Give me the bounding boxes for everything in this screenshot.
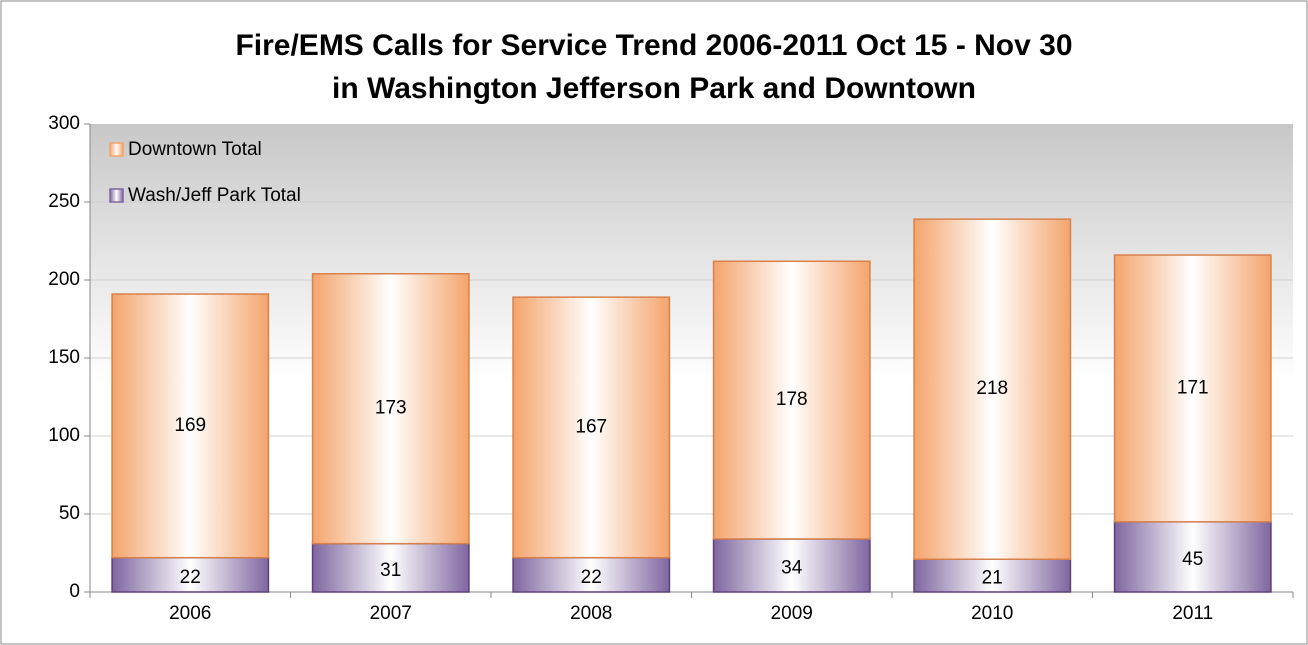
data-label: 178 (776, 389, 808, 410)
chart-title: Fire/EMS Calls for Service Trend 2006-20… (235, 29, 1072, 62)
bar-segment (512, 296, 671, 559)
y-tick-label: 50 (59, 503, 80, 524)
bar-segment (1113, 254, 1272, 523)
bar-segment (712, 260, 871, 540)
legend-label: Wash/Jeff Park Total (128, 185, 301, 206)
chart-title: in Washington Jefferson Park and Downtow… (332, 72, 976, 105)
data-label: 21 (982, 568, 1003, 589)
data-label: 22 (180, 567, 201, 588)
y-tick-label: 200 (48, 269, 80, 290)
x-tick-label: 2008 (570, 603, 612, 624)
data-label: 31 (380, 560, 401, 581)
data-label: 173 (375, 398, 407, 419)
bar-segment (1113, 521, 1272, 593)
y-tick-label: 250 (48, 191, 80, 212)
x-tick-label: 2009 (771, 603, 813, 624)
bar-segment (913, 558, 1072, 593)
legend-swatch (109, 142, 124, 157)
y-tick-label: 100 (48, 425, 80, 446)
x-tick-label: 2011 (1172, 603, 1213, 624)
x-tick-label: 2010 (971, 603, 1013, 624)
y-tick-label: 0 (69, 581, 80, 602)
data-label: 22 (581, 567, 602, 588)
bar-segment (913, 218, 1072, 560)
data-label: 218 (976, 378, 1008, 399)
data-label: 45 (1182, 549, 1203, 570)
y-tick-label: 150 (48, 347, 80, 368)
x-tick-label: 2007 (370, 603, 412, 624)
legend-swatch (109, 188, 124, 203)
data-label: 171 (1177, 377, 1209, 398)
bar-segment (712, 538, 871, 593)
bar-segment (111, 556, 270, 593)
data-label: 169 (174, 415, 206, 436)
y-tick-label: 300 (48, 113, 80, 134)
bar-segment (311, 273, 470, 545)
bar-segment (111, 293, 270, 559)
data-label: 34 (781, 557, 803, 578)
x-tick-label: 2006 (169, 603, 211, 624)
data-label: 167 (575, 416, 607, 437)
legend-label: Downtown Total (128, 139, 262, 160)
